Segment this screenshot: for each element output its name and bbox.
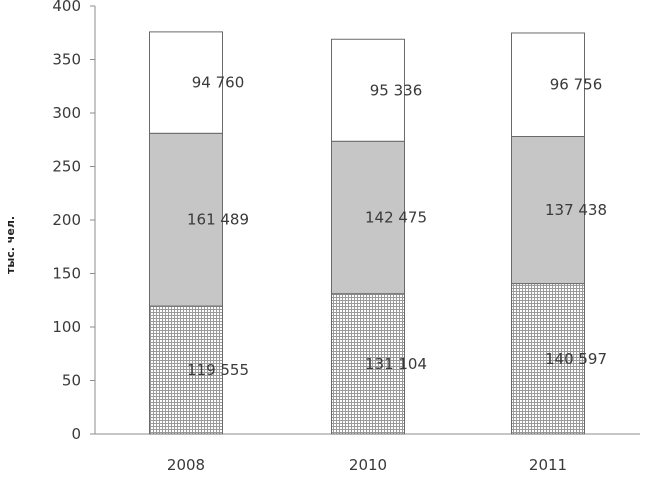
y-tick-label: 300 xyxy=(52,104,81,122)
labels: 119 555 161 489 94 760 131 104 142 475 95 336… xyxy=(187,74,607,379)
data-label: 161 489 xyxy=(187,211,249,229)
x-tick-label: 2011 xyxy=(529,456,567,473)
y-tick-label: 250 xyxy=(52,158,81,176)
data-label: 119 555 xyxy=(187,361,249,379)
data-label: 94 760 xyxy=(192,74,245,92)
x-tick-label: 2008 xyxy=(167,456,205,473)
data-label: 131 104 xyxy=(365,355,427,373)
bars xyxy=(149,31,585,435)
axes: 0 50 100 150 200 250 300 350 400 2008 2010 2011 xyxy=(52,0,640,474)
y-axis-title: тыс. чел. xyxy=(4,216,17,274)
y-tick-label: 100 xyxy=(52,318,81,336)
data-label: 96 756 xyxy=(550,76,603,94)
y-tick-label: 350 xyxy=(52,51,81,69)
data-label: 137 438 xyxy=(545,201,607,219)
y-tick-label: 50 xyxy=(62,372,81,390)
bar-segment xyxy=(511,283,585,435)
data-label: 95 336 xyxy=(370,81,423,99)
bar-segment xyxy=(511,32,585,138)
y-tick-label: 200 xyxy=(52,211,81,229)
y-tick-label: 0 xyxy=(71,425,81,443)
x-tick-label: 2010 xyxy=(349,456,387,473)
data-label: 142 475 xyxy=(365,208,427,226)
bar-segment xyxy=(331,293,405,435)
bar-segment xyxy=(149,31,223,134)
bar-segment xyxy=(331,140,405,295)
data-label: 140 597 xyxy=(545,350,607,368)
bar-segment xyxy=(511,136,585,285)
y-tick-label: 150 xyxy=(52,265,81,283)
bar-segment xyxy=(331,38,405,142)
y-tick-label: 400 xyxy=(52,0,81,15)
